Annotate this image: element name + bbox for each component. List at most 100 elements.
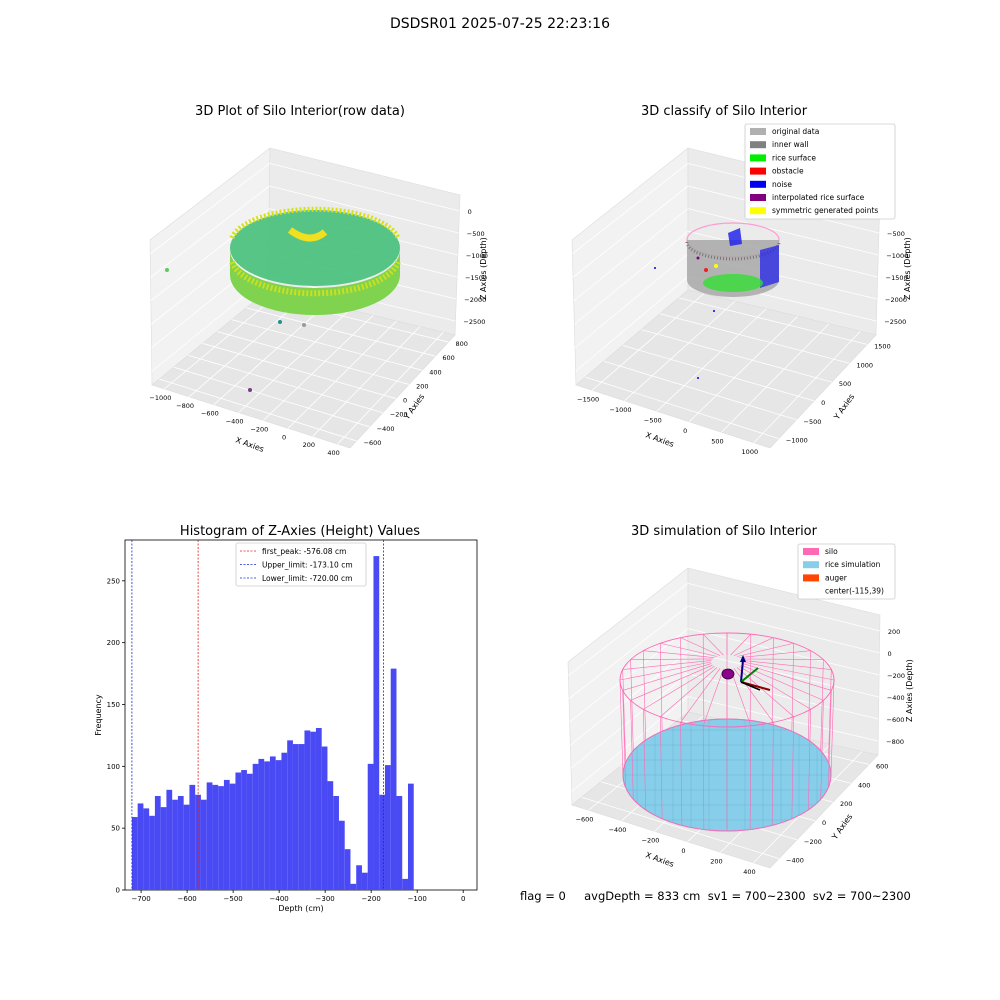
histogram-bar [304,730,311,890]
panel1-z-tick-label: −1000 [466,252,488,260]
panel1-outlier-point [278,320,282,324]
panel1-title: 3D Plot of Silo Interior(row data) [195,104,405,119]
panel1-y-tick-label: 800 [455,340,467,348]
panel2-z-tick-label: −500 [887,230,905,238]
histogram-bar [367,763,374,890]
histogram-bar [281,752,288,890]
panel1-outlier-point [165,268,169,272]
panel2-legend-swatch [750,194,766,201]
figure-title: DSDSR01 2025-07-25 22:23:16 [389,16,610,32]
panel1-x-tick-label: −400 [226,418,244,426]
panel1-y-tick-label: 0 [403,397,407,405]
histogram-title: Histogram of Z-Axies (Height) Values [179,524,421,539]
panel2-noise-points [760,245,779,288]
histogram-bar [131,817,138,890]
panel2-x-tick-label: −1500 [577,395,599,403]
panel1-z-tick-label: −2000 [464,296,486,304]
histogram-legend: first_peak: -576.08 cm Upper_limit: -173.… [235,542,367,587]
panel4-x-tick-label: −400 [609,826,627,834]
panel4-legend-label: silo [825,547,838,556]
histogram-bars [131,556,414,890]
panel1-x-tick-label: 0 [282,433,286,441]
panel4-x-tick-label: −200 [642,836,660,844]
panel4-y-axis-label: Y Axies [830,812,855,842]
panel2-y-tick-label: 1500 [874,342,891,350]
panel4-legend-swatch [803,561,819,569]
histogram-bar [350,883,357,890]
panel2-y-tick-label: 500 [839,380,851,388]
panel4-legend-swatch [803,548,819,555]
panel4-z-tick-label: 0 [888,650,892,658]
panel1-y-tick-label: 400 [429,368,441,376]
panel2-z-tick-label: −1000 [886,252,908,260]
panel2-z-axis-label: Z Axies (Depth) [903,237,912,300]
panel4-title: 3D simulation of Silo Interior [631,524,817,539]
histogram-bar [402,878,408,890]
panel4-y-tick-label: 200 [840,800,852,808]
histogram-bar [172,799,178,890]
histogram-bar [373,556,380,890]
panel1-z-tick-label: −1500 [465,274,487,282]
histogram-bar [407,783,414,890]
panel4-z-tick-label: 200 [888,628,900,636]
panel1-y-tick-label: −600 [364,439,382,447]
histogram-bar [166,789,173,890]
panel2-y-tick-label: −1000 [786,437,808,445]
panel4-z-tick-label: −400 [887,694,905,702]
histogram-x-tick-label: −700 [131,895,150,903]
panel1-wall-points [230,250,400,315]
panel1-outlier-point [302,323,306,327]
status-line: flag = 0 avgDepth = 833 cm sv1 = 700~230… [520,889,911,903]
histogram-x-ticks: −700 −600 −500 −400 −300 −200 −100 0 [131,890,465,903]
histogram-bar [361,872,368,890]
histogram-bar [143,808,150,890]
panel2-rice-surface-points [703,274,763,292]
histogram-bar [218,786,224,890]
panel2-x-tick-label: −500 [644,416,662,424]
histogram-x-tick-label: −100 [408,895,427,903]
histogram-bar [258,758,265,890]
panel2-z-tick-label: −2500 [884,318,906,326]
histogram-bar [177,796,184,890]
histogram-bar [269,756,276,890]
panel2-y-axis-label: Y Axies [832,392,857,422]
panel4-y-tick-label: −200 [804,838,822,846]
panel4-silo-wireframe [619,632,835,832]
histogram-bar [333,796,339,890]
histogram-bar [264,761,270,890]
panel1-tick-labels: −1000−800−600−400−2000200400−600−400−200… [149,208,488,457]
histogram-marker-lines [131,540,384,890]
panel4-x-axis-label: X Axies [644,850,675,869]
histogram-legend-label: Lower_limit: -720.00 cm [262,574,352,583]
histogram-bar [137,803,144,890]
panel2-legend-label: original data [772,127,819,136]
panel1-rice-surface-points [230,210,400,286]
panel2-legend-swatch [750,167,766,175]
panel4-legend-label: center(-115,39) [825,587,884,596]
histogram-bar [160,807,167,890]
panel1-x-tick-label: 200 [303,441,315,449]
panel4-z-tick-label: −200 [887,672,905,680]
panel4-x-tick-label: 200 [710,857,722,865]
panel1-point-cloud [165,206,401,392]
histogram-bar [384,765,391,890]
histogram-x-tick-label: 0 [461,895,465,903]
panel4-tick-labels: −600 −400 −200 0 200 400 −400 −200 0 200 400 600 200… [576,628,905,876]
histogram-bar [344,849,351,890]
panel2-x-tick-label: 500 [711,437,723,445]
histogram-bar [327,781,334,890]
panel4-x-tick-label: 400 [743,868,755,876]
panel2-title: 3D classify of Silo Interior [640,104,808,119]
panel2-3d-axes [571,147,881,449]
panel2-z-tick-label: −1500 [886,274,908,282]
histogram-y-tick-label: 100 [107,763,120,771]
histogram-bar [298,744,305,890]
histogram-bar [241,770,247,890]
panel2-x-tick-label: −1000 [610,406,632,414]
panel1-z-tick-label: −2500 [463,318,485,326]
panel2-z-tick-label: −2000 [885,296,907,304]
histogram-x-tick-label: −600 [178,895,197,903]
panel2-x-tick-label: 0 [683,427,687,435]
histogram-y-tick-label: 250 [107,577,120,585]
histogram-y-axis-label: Frequency [94,694,103,736]
